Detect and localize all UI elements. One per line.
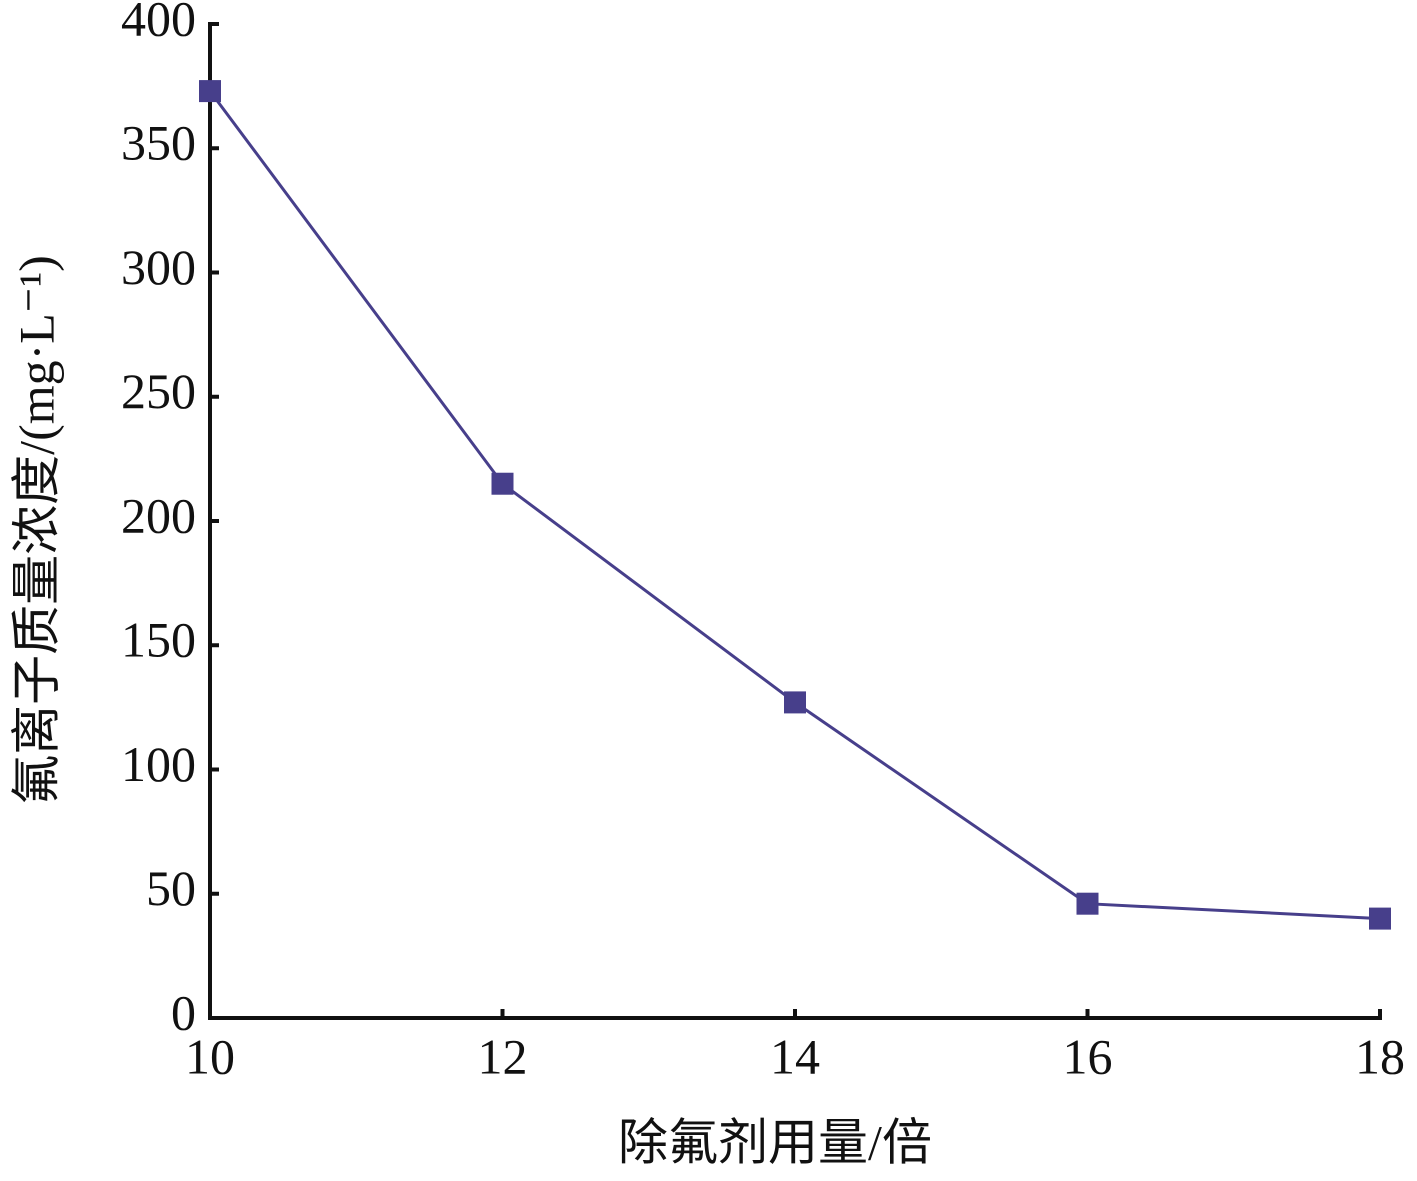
y-axis-label: 氟离子质量浓度/(mg·L⁻¹) [8,255,64,805]
x-tick-label: 10 [185,1028,235,1084]
series-line [208,90,1381,921]
marker [1369,907,1391,930]
y-tick-label: 150 [121,612,196,668]
y-tick-label: 300 [121,239,196,295]
y-tick-label: 0 [171,984,196,1040]
x-tick-label: 14 [770,1028,820,1084]
y-tick-label: 200 [121,487,196,543]
marker [199,80,221,103]
marker [491,472,514,495]
y-tick-label: 400 [121,0,196,46]
axes [208,22,1382,1020]
y-tick-label: 250 [121,363,196,419]
marker [1076,892,1099,915]
y-tick-label: 50 [146,860,196,916]
x-axis-label: 除氟剂用量/倍 [618,1114,932,1170]
x-tick-label: 16 [1063,1028,1113,1084]
x-tick-label: 12 [478,1028,528,1084]
x-tick-label: 18 [1355,1028,1405,1084]
y-tick-label: 350 [121,115,196,171]
marker [784,691,806,714]
y-tick-label: 100 [121,736,196,792]
